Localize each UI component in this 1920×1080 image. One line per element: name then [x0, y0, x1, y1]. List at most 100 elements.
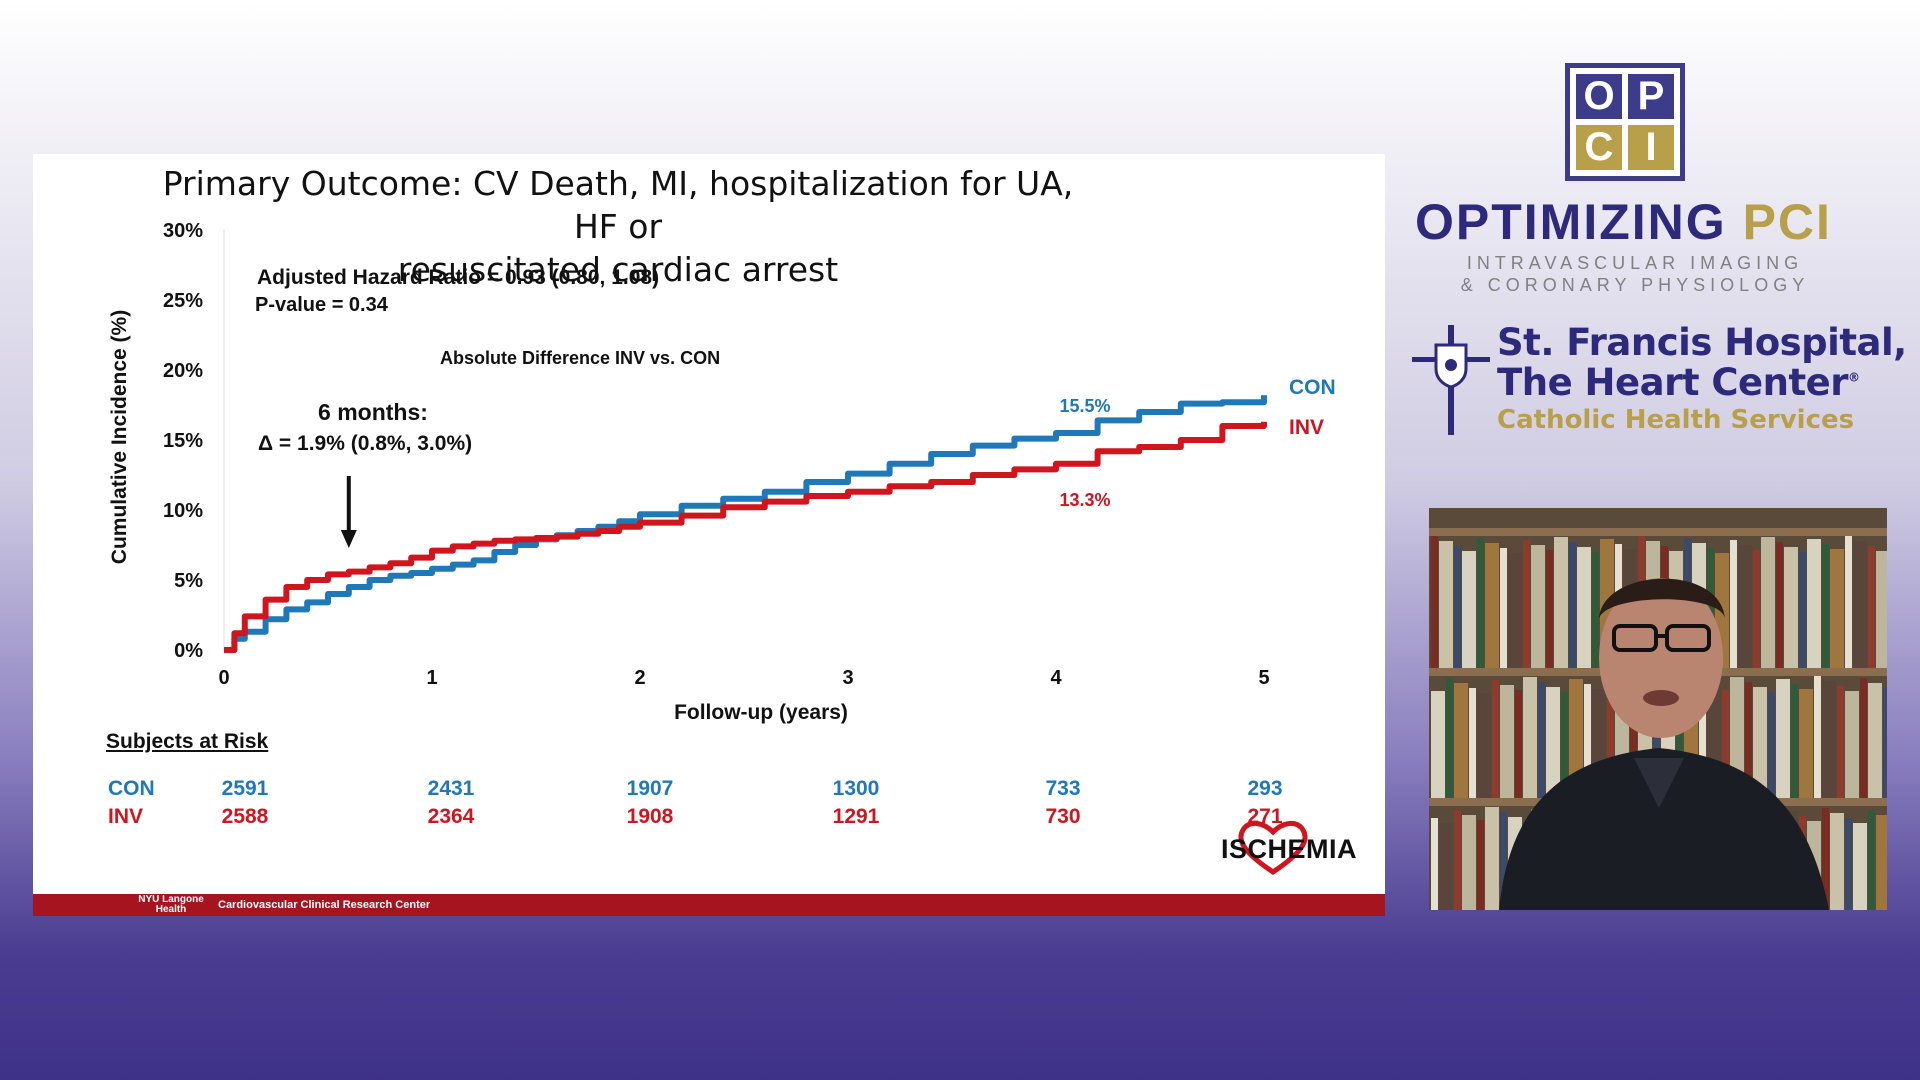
bookshelf-book: [1485, 807, 1499, 910]
bookshelf-book: [1508, 553, 1522, 668]
bookshelf-book: [1776, 679, 1790, 798]
bookshelf-book: [1738, 545, 1752, 668]
y-tick-label: 20%: [163, 360, 203, 382]
y-tick-label: 0%: [174, 640, 203, 662]
subtitle-physiology: & CORONARY PHYSIOLOGY: [1460, 275, 1810, 295]
bookshelf-book: [1546, 687, 1560, 798]
bookshelf-book: [1431, 691, 1445, 798]
bookshelf-book: [1584, 684, 1591, 798]
y-tick-label: 15%: [163, 430, 203, 452]
bookshelf-book: [1876, 551, 1887, 668]
bookshelf-book: [1462, 815, 1476, 910]
bookshelf-book: [1853, 541, 1867, 668]
risk-table-title: Subjects at Risk: [106, 730, 269, 753]
bookshelf-book: [1523, 540, 1530, 668]
x-axis-label: Follow-up (years): [674, 701, 848, 724]
delta-annotation: Δ = 1.9% (0.8%, 3.0%): [258, 432, 472, 455]
opci-letter-o: O: [1576, 74, 1622, 119]
x-tick-label: 0: [218, 667, 229, 689]
risk-cell: 1291: [832, 805, 880, 828]
opci-letter-c: C: [1576, 125, 1622, 170]
bookshelf-book: [1799, 689, 1813, 798]
bookshelf-book: [1868, 810, 1875, 910]
bookshelf-book: [1845, 691, 1859, 798]
nyu-logo-line1: NYU Langone: [138, 894, 204, 905]
bookshelf-book: [1500, 685, 1514, 798]
bookshelf-book: [1753, 550, 1760, 668]
bookshelf-book: [1753, 687, 1767, 798]
slide-footer: NYU Langone Health Cardiovascular Clinic…: [33, 894, 1385, 916]
registered-mark: ®: [1848, 370, 1860, 385]
opci-letter-i: I: [1628, 125, 1674, 170]
bookshelf-book: [1883, 688, 1887, 798]
bookshelf-book: [1799, 552, 1806, 668]
bookshelf-book: [1439, 541, 1453, 668]
bookshelf-book: [1730, 540, 1737, 668]
presentation-slide: Primary Outcome: CV Death, MI, hospitali…: [33, 154, 1385, 916]
risk-cell: 2591: [221, 777, 269, 800]
legend-con: CON: [1289, 376, 1336, 399]
risk-cell: 2588: [221, 805, 269, 828]
bookshelf-book: [1768, 692, 1775, 798]
bookshelf-book: [1853, 823, 1867, 910]
bookshelf-book: [1807, 539, 1821, 668]
hospital-name-line1: St. Francis Hospital,: [1497, 321, 1907, 364]
bookshelf-book: [1431, 818, 1438, 910]
opci-letter-p: P: [1628, 74, 1674, 119]
km-chart: 0% 5% 10% 15% 20% 25% 30% 0 1 2 3 4 5 Follow-up (year…: [108, 220, 1336, 724]
bookshelf-book: [1868, 546, 1875, 668]
x-tick-label: 5: [1258, 667, 1269, 689]
x-tick-label: 1: [426, 667, 437, 689]
bookshelf-book: [1592, 552, 1599, 668]
bookshelf-book: [1431, 536, 1438, 668]
bookshelf-book: [1845, 536, 1852, 668]
risk-cell: 293: [1247, 777, 1283, 800]
risk-cell: 2364: [427, 805, 475, 828]
bookshelf-book: [1439, 823, 1453, 910]
risk-row-label: INV: [108, 805, 144, 828]
bookshelf-book: [1546, 550, 1553, 668]
bookshelf-book: [1761, 537, 1775, 668]
bookshelf-book: [1791, 684, 1798, 798]
bookshelf-book: [1577, 547, 1591, 668]
speaker-video: [1429, 508, 1887, 910]
nyu-logo-line2: Health: [155, 904, 187, 915]
bookshelf-book: [1454, 810, 1461, 910]
bookshelf-book: [1722, 690, 1729, 798]
hospital-name-line2: The Heart Center®: [1497, 361, 1860, 404]
bookshelf-book: [1830, 813, 1844, 910]
bookshelf-book: [1477, 820, 1484, 910]
speaker-video-frame: [1429, 508, 1887, 910]
bookshelf-book: [1822, 681, 1836, 798]
y-tick-label: 30%: [163, 220, 203, 242]
heart-icon: [1238, 821, 1308, 876]
bookshelf-book: [1814, 676, 1821, 798]
bookshelf-book: [1492, 680, 1499, 798]
arrow-head-icon: [340, 530, 357, 548]
chart-title: Primary Outcome: CV Death, MI, hospitali…: [153, 162, 1083, 291]
title-pci: PCI: [1742, 194, 1832, 250]
y-axis-label: Cumulative Incidence (%): [108, 310, 131, 564]
bookshelf-book: [1699, 680, 1706, 798]
chart-title-line2: resuscitated cardiac arrest: [397, 250, 839, 289]
bookshelf-book: [1822, 808, 1829, 910]
bookshelf-book: [1860, 678, 1867, 798]
hazard-ratio-annotation: Adjusted Hazard Ratio = 0.93 (0.80, 1.08…: [257, 266, 659, 289]
risk-cell: 1300: [832, 777, 880, 800]
legend-inv: INV: [1289, 416, 1324, 439]
bookshelf-book: [1454, 683, 1468, 798]
footer-text: Cardiovascular Clinical Research Center: [218, 899, 431, 911]
bookshelf-book: [1822, 544, 1829, 668]
bookshelf-book: [1538, 682, 1545, 798]
bookshelf-book: [1477, 538, 1484, 668]
risk-row-label: CON: [108, 777, 155, 800]
bookshelf-book: [1784, 547, 1798, 668]
x-tick-label: 3: [842, 667, 853, 689]
optimizing-pci-title: OPTIMIZING PCI: [1415, 193, 1832, 251]
risk-cell: 730: [1045, 805, 1081, 828]
bookshelf-book: [1830, 549, 1844, 668]
risk-cell: 2431: [427, 777, 475, 800]
bookshelf-book: [1462, 551, 1476, 668]
risk-cell: 733: [1045, 777, 1081, 800]
bookshelf-book: [1707, 548, 1714, 668]
